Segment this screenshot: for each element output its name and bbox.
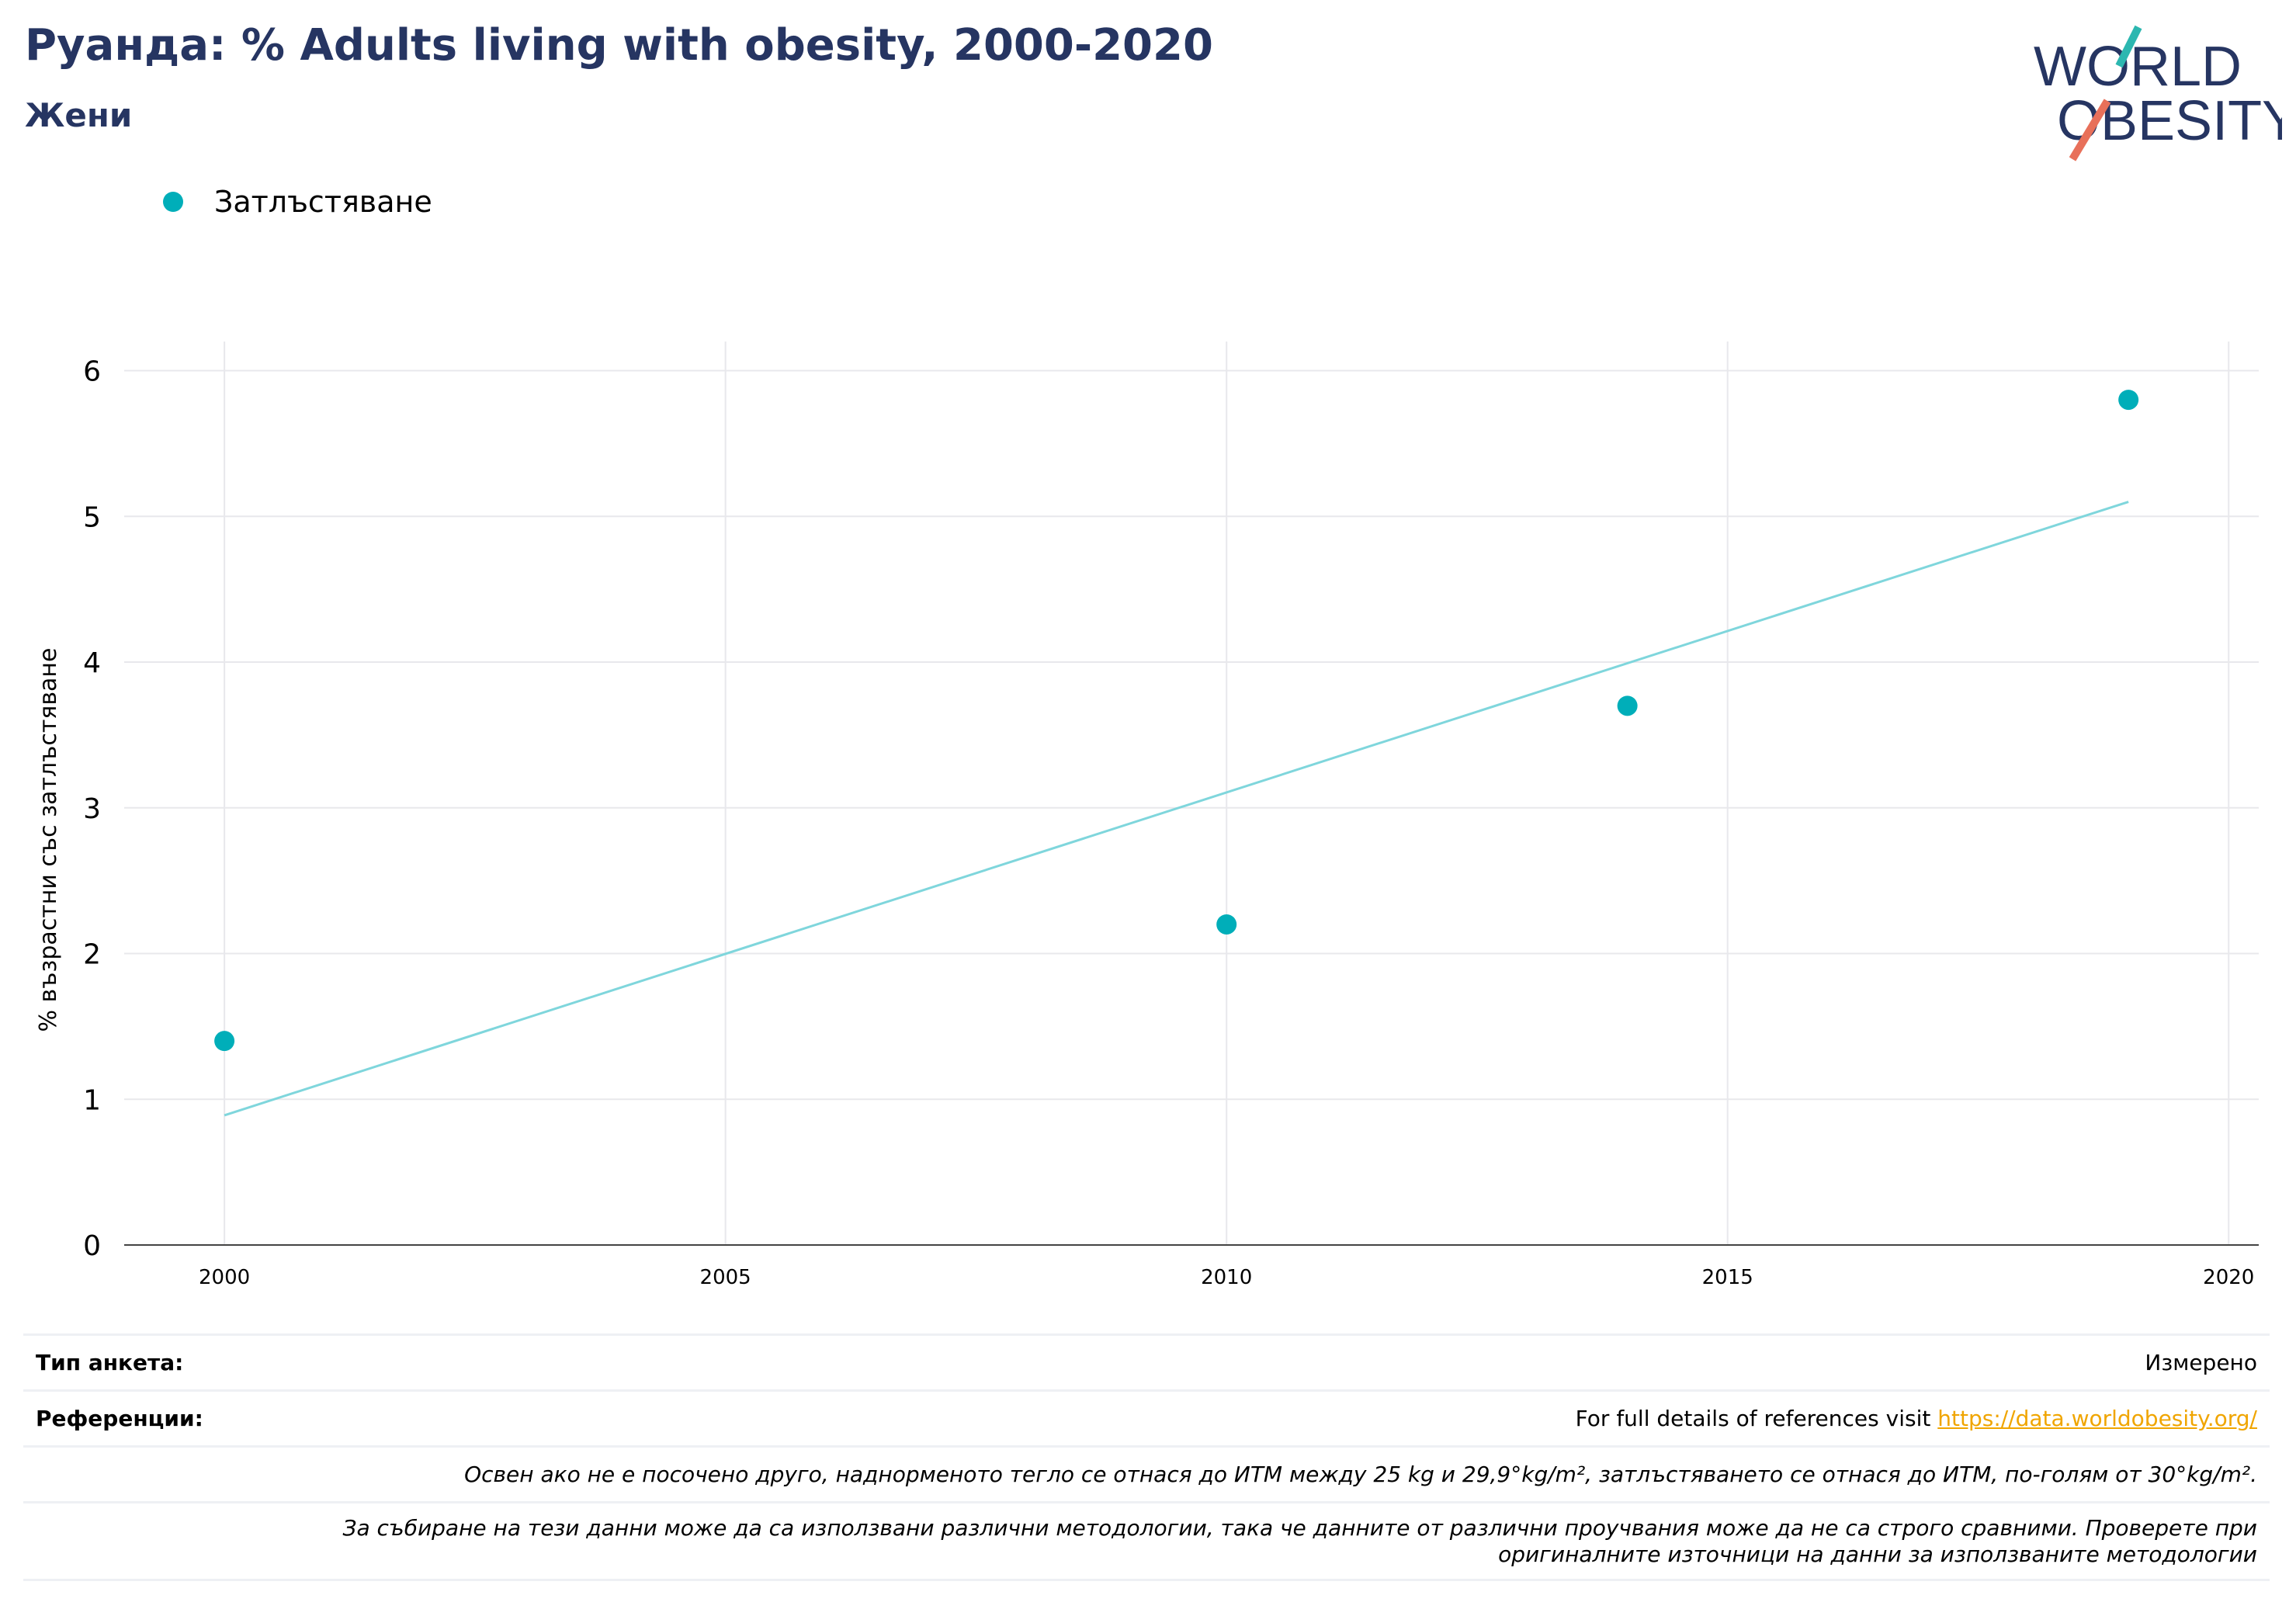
- y-tick-labels: 0 1 2 3 4 5 6: [83, 356, 101, 1262]
- data-points: [214, 390, 2139, 1052]
- footer: Тип анкета: Измерено Референции: For ful…: [23, 1333, 2270, 1581]
- legend-marker: [163, 192, 183, 212]
- references-text: For full details of references visit: [1575, 1406, 1938, 1431]
- chart-title: Руанда: % Adults living with obesity, 20…: [25, 20, 1213, 71]
- chart-area: 0 1 2 3 4 5 6 2000 2005 2010 2015 2020 % възрастни…: [35, 342, 2259, 1289]
- legend: Затлъстяване: [163, 179, 432, 225]
- references-row: Референции: For full details of referenc…: [23, 1389, 2270, 1445]
- y-tick-label: 4: [83, 647, 101, 679]
- x-tick-label: 2015: [1702, 1266, 1753, 1289]
- y-tick-label: 5: [83, 501, 101, 533]
- y-tick-label: 0: [83, 1230, 101, 1262]
- survey-type-value: Измерено: [2145, 1350, 2257, 1375]
- references-link[interactable]: https://data.worldobesity.org/: [1937, 1406, 2257, 1431]
- logo-slash-red: [2069, 99, 2111, 161]
- note-methodology: За събиране на тези данни може да са изп…: [343, 1515, 2258, 1568]
- survey-type-label: Тип анкета:: [36, 1350, 184, 1375]
- x-tick-label: 2010: [1201, 1266, 1252, 1289]
- data-point: [2118, 390, 2139, 411]
- y-axis-label: % възрастни със затлъстяване: [35, 648, 62, 1032]
- x-tick-labels: 2000 2005 2010 2015 2020: [199, 1266, 2254, 1289]
- note-definitions: Освен ако не е посочено друго, наднормен…: [464, 1461, 2257, 1487]
- references-label: Референции:: [36, 1406, 203, 1431]
- note-methodology-row: За събиране на тези данни може да са изп…: [23, 1501, 2270, 1579]
- trend-line: [224, 501, 2129, 1117]
- y-tick-label: 6: [83, 356, 101, 388]
- survey-type-row: Тип анкета: Измерено: [23, 1333, 2270, 1389]
- world-obesity-logo: WORLD OBESITY: [2034, 25, 2282, 161]
- grid: [124, 342, 2259, 1245]
- data-point: [1617, 695, 1638, 716]
- data-point: [214, 1031, 235, 1052]
- legend-label: Затлъстяване: [214, 185, 432, 219]
- x-tick-label: 2000: [199, 1266, 250, 1289]
- y-tick-label: 1: [83, 1084, 101, 1116]
- x-tick-label: 2005: [700, 1266, 751, 1289]
- note-methodology-line2: оригиналните източници на данни за изпол…: [1498, 1541, 2257, 1567]
- x-tick-label: 2020: [2203, 1266, 2254, 1289]
- y-tick-label: 2: [83, 939, 101, 971]
- references-value: For full details of references visit htt…: [1576, 1406, 2257, 1431]
- data-point: [1216, 914, 1237, 935]
- note-definitions-row: Освен ако не е посочено друго, наднормен…: [23, 1445, 2270, 1501]
- logo-slash-teal: [2115, 25, 2142, 68]
- logo-word-world: WORLD: [2034, 36, 2242, 98]
- note-methodology-line1: За събиране на тези данни може да са изп…: [342, 1514, 2258, 1541]
- y-tick-label: 3: [83, 793, 101, 825]
- chart-subtitle: Жени: [25, 96, 133, 134]
